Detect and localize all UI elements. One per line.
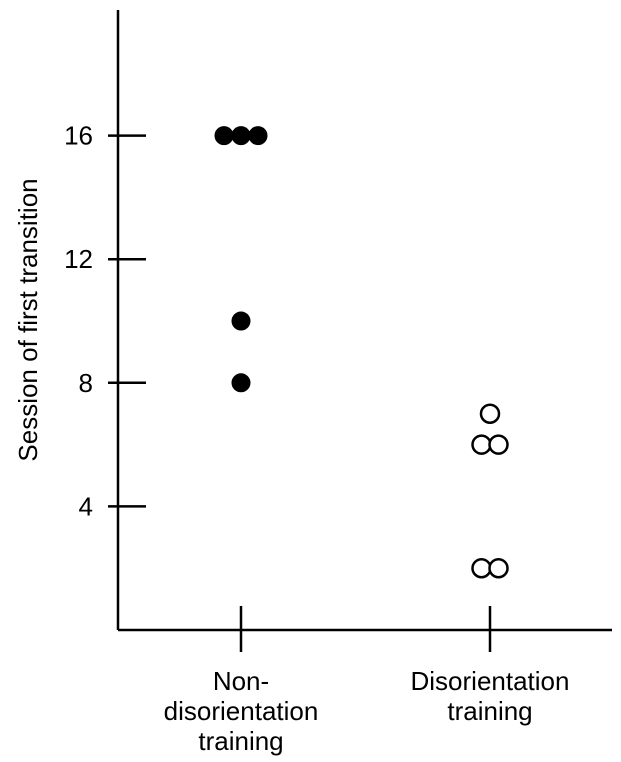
category-label-line: disorientation bbox=[164, 696, 319, 726]
data-points bbox=[214, 126, 509, 579]
category-label-line: Disorientation bbox=[411, 666, 570, 696]
x-ticks bbox=[239, 606, 492, 652]
y-ticks: 4 8 12 16 bbox=[64, 121, 146, 521]
y-tick-label: 8 bbox=[79, 368, 93, 398]
category-label-line: Non- bbox=[213, 666, 269, 696]
filled-data-point bbox=[214, 126, 234, 146]
open-data-point bbox=[488, 557, 509, 579]
category-label-line: training bbox=[447, 696, 532, 726]
filled-data-point bbox=[231, 311, 251, 331]
filled-data-point bbox=[248, 126, 268, 146]
open-data-point bbox=[479, 403, 501, 424]
open-data-point bbox=[471, 557, 492, 579]
open-data-point bbox=[488, 434, 509, 455]
y-axis-title: Session of first transition bbox=[13, 178, 43, 461]
category-label-line: training bbox=[198, 726, 283, 756]
y-tick-label: 16 bbox=[64, 121, 93, 151]
open-data-point bbox=[471, 434, 492, 455]
y-tick-label: 4 bbox=[79, 491, 93, 521]
y-tick-label: 12 bbox=[64, 244, 93, 274]
filled-data-point bbox=[231, 126, 251, 146]
category-labels: Non-disorientationtrainingDisorientation… bbox=[164, 666, 570, 756]
filled-data-point bbox=[231, 373, 251, 393]
